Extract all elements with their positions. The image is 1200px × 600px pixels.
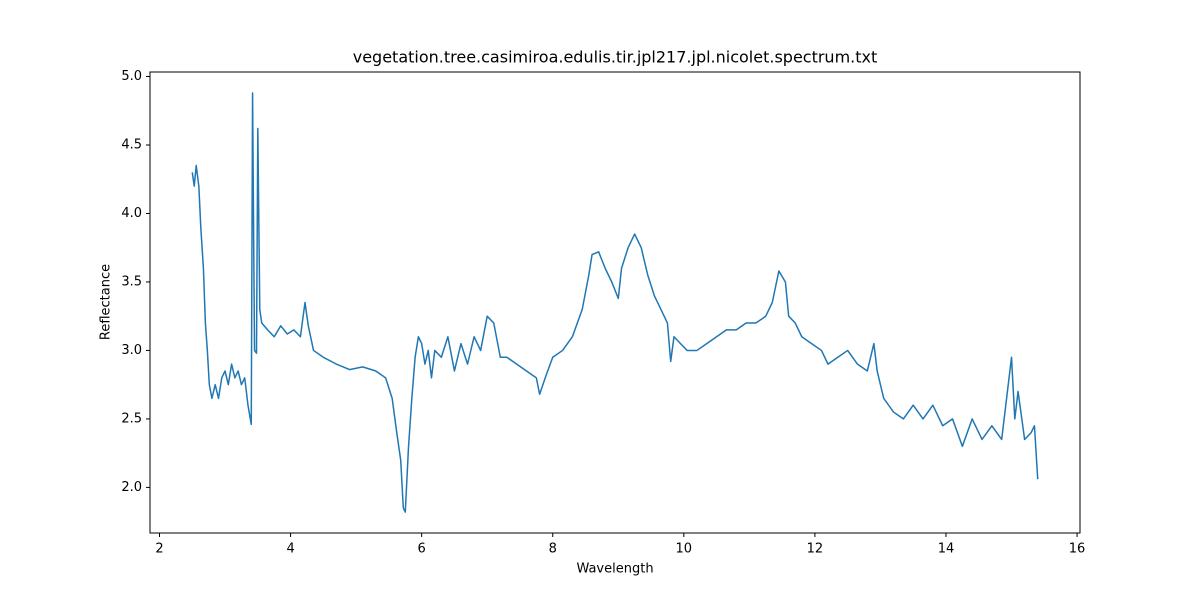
y-tick-label: 3.5 xyxy=(121,274,142,289)
plot-frame xyxy=(149,71,1081,534)
x-tick-label: 6 xyxy=(418,542,426,557)
x-tick-label: 8 xyxy=(549,542,557,557)
x-tick-label: 4 xyxy=(286,542,294,557)
y-tick-label: 4.5 xyxy=(121,137,142,152)
chart-title: vegetation.tree.casimiroa.edulis.tir.jpl… xyxy=(353,48,878,67)
x-axis-label: Wavelength xyxy=(576,562,653,577)
x-tick-label: 14 xyxy=(938,542,955,557)
x-tick-label: 12 xyxy=(807,542,824,557)
y-tick-label: 4.0 xyxy=(121,206,142,221)
y-tick-label: 2.5 xyxy=(121,411,142,426)
x-tick-label: 16 xyxy=(1069,542,1086,557)
y-tick-label: 2.0 xyxy=(121,480,142,495)
spectrum-line xyxy=(191,92,1039,513)
y-tick-label: 3.0 xyxy=(121,343,142,358)
x-tick-label: 2 xyxy=(155,542,163,557)
y-axis-label: Reflectance xyxy=(99,264,114,340)
x-tick-label: 10 xyxy=(676,542,693,557)
y-tick-label: 5.0 xyxy=(121,69,142,84)
